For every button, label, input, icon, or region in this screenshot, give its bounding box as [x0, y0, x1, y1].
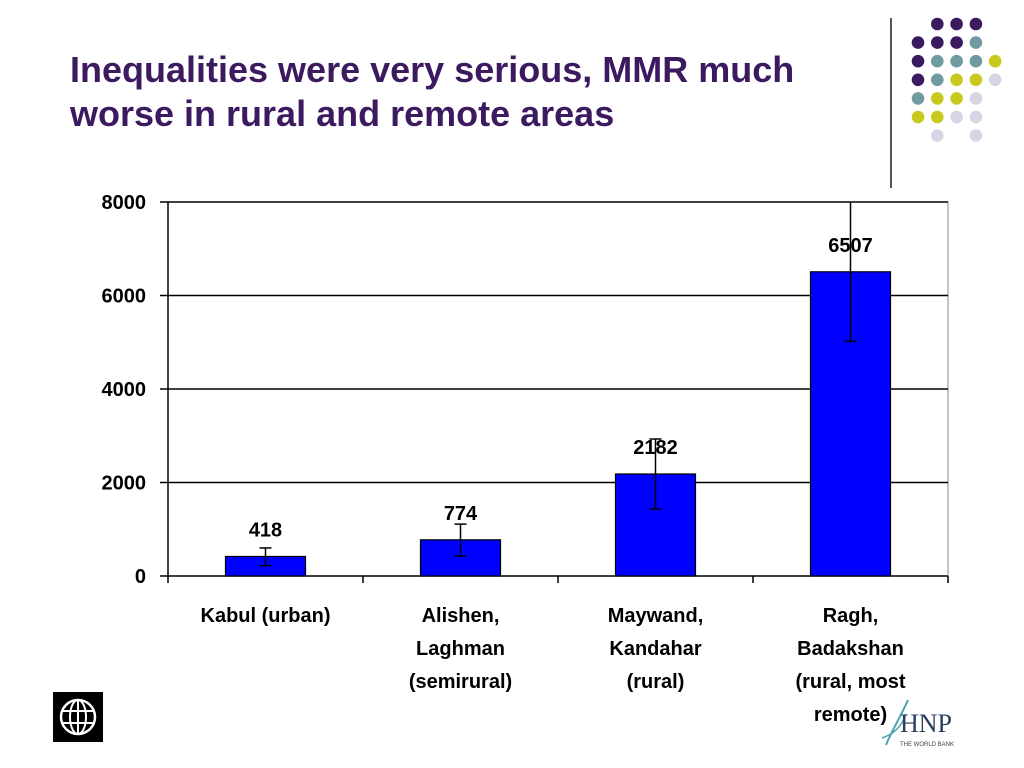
globe-icon: [59, 698, 97, 736]
x-category-label: Maywand, Kandahar (rural): [608, 605, 704, 693]
x-category-label-line: (rural): [627, 671, 685, 693]
y-tick-label: 8000: [102, 192, 147, 214]
y-tick-label: 6000: [102, 286, 147, 308]
x-category-label: Kabul (urban): [201, 605, 331, 627]
x-category-label-line: (semirural): [409, 671, 512, 693]
x-category-label-line: Kandahar: [609, 638, 701, 660]
x-category-label-line: remote): [814, 704, 887, 726]
hnp-logo-subtext: THE WORLD BANK: [900, 742, 954, 748]
hnp-logo: HNP THE WORLD BANK: [878, 690, 978, 750]
x-category-label: Ragh, Badakshan (rural, most remote): [795, 605, 905, 726]
data-label: 6507: [828, 235, 873, 257]
hnp-logo-text: HNP: [900, 709, 952, 738]
data-label: 418: [249, 519, 282, 541]
x-category-label-line: Kabul (urban): [201, 605, 331, 627]
title-line-2: worse in rural and remote areas: [70, 93, 615, 134]
data-label: 2182: [633, 437, 678, 459]
x-category-label-line: Badakshan: [797, 638, 904, 660]
y-tick-label: 2000: [102, 473, 147, 495]
title-line-1: Inequalities were very serious, MMR much: [70, 49, 795, 90]
x-category-label-line: Maywand,: [608, 605, 704, 627]
y-tick-label: 0: [135, 566, 146, 588]
x-category-label-line: Ragh,: [823, 605, 879, 627]
world-bank-logo: [53, 692, 103, 742]
x-category-label-line: Laghman: [416, 638, 505, 660]
x-category-label-line: Alishen,: [422, 605, 500, 627]
x-category-label-line: (rural, most: [795, 671, 905, 693]
x-category-label: Alishen, Laghman (semirural): [409, 605, 512, 693]
slide-title: Inequalities were very serious, MMR much…: [70, 48, 880, 136]
divider-line: [890, 18, 892, 188]
y-tick-label: 4000: [102, 379, 147, 401]
data-label: 774: [444, 503, 478, 525]
